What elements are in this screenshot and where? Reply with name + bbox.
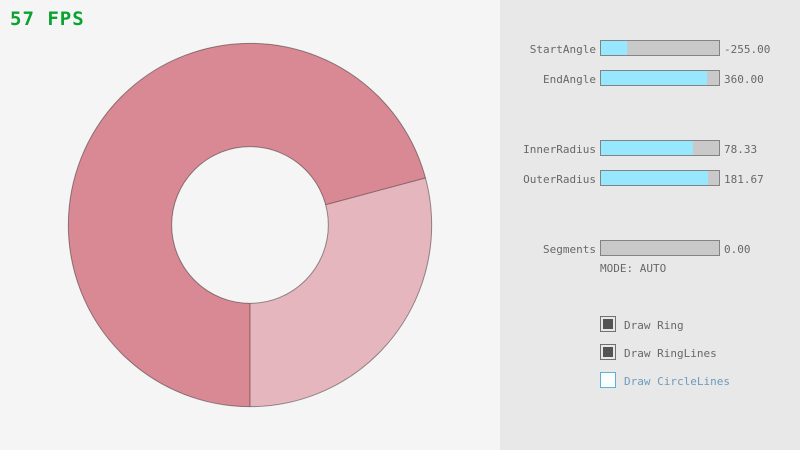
- startangle-slider-fill: [601, 41, 627, 55]
- ring-canvas: [67, 42, 433, 408]
- startangle-label: StartAngle: [529, 43, 596, 56]
- innerradius-slider-fill: [601, 141, 694, 155]
- checkbox-draw-ring[interactable]: Draw Ring: [600, 316, 800, 332]
- endangle-slider[interactable]: [600, 70, 720, 86]
- slider-row-endangle: EndAngle 360.00: [0, 70, 800, 86]
- mode-label: MODE: AUTO: [600, 262, 667, 275]
- checkmark-icon: [603, 347, 613, 357]
- ring-outer-outline: [67, 42, 433, 408]
- ring-inner-outline: [171, 146, 329, 304]
- slider-row-outerradius: OuterRadius 181.67: [0, 170, 800, 186]
- innerradius-label: InnerRadius: [523, 143, 596, 156]
- segments-label: Segments: [543, 243, 596, 256]
- outerradius-slider[interactable]: [600, 170, 720, 186]
- checkmark-icon: [603, 319, 613, 329]
- checkbox-box[interactable]: [600, 344, 616, 360]
- checkbox-label: Draw RingLines: [624, 347, 717, 360]
- slider-row-innerradius: InnerRadius 78.33: [0, 140, 800, 156]
- checkbox-box[interactable]: [600, 372, 616, 388]
- endangle-value: 360.00: [724, 73, 764, 86]
- segments-value: 0.00: [724, 243, 751, 256]
- outerradius-label: OuterRadius: [523, 173, 596, 186]
- slider-row-startangle: StartAngle -255.00: [0, 40, 800, 56]
- checkbox-draw-circlelines[interactable]: Draw CircleLines: [600, 372, 800, 388]
- endangle-slider-fill: [601, 71, 708, 85]
- outerradius-slider-fill: [601, 171, 709, 185]
- segments-slider[interactable]: [600, 240, 720, 256]
- checkbox-box[interactable]: [600, 316, 616, 332]
- checkbox-label: Draw CircleLines: [624, 375, 730, 388]
- checkbox-label: Draw Ring: [624, 319, 684, 332]
- ring-segment-dark: [68, 43, 426, 407]
- outerradius-value: 181.67: [724, 173, 764, 186]
- ring-line-end: [325, 177, 426, 206]
- startangle-slider[interactable]: [600, 40, 720, 56]
- checkbox-draw-ringlines[interactable]: Draw RingLines: [600, 344, 800, 360]
- endangle-label: EndAngle: [543, 73, 596, 86]
- innerradius-slider[interactable]: [600, 140, 720, 156]
- innerradius-value: 78.33: [724, 143, 758, 156]
- startangle-value: -255.00: [724, 43, 771, 56]
- ring-segment-light: [250, 177, 432, 407]
- slider-row-segments: Segments 0.00: [0, 240, 800, 256]
- fps-counter: 57 FPS: [10, 8, 85, 30]
